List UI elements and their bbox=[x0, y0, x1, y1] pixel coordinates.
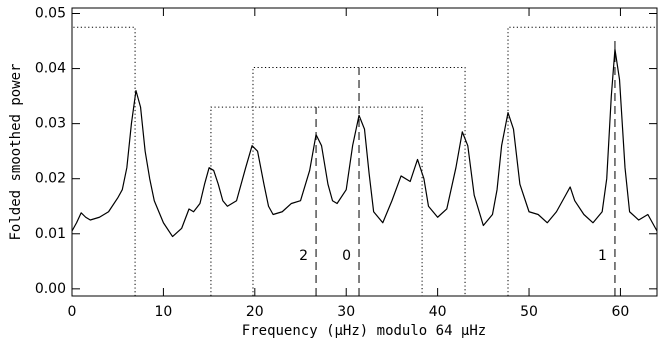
y-tick-label: 0.00 bbox=[35, 281, 66, 297]
marker-label: 2 bbox=[299, 248, 308, 264]
y-tick-label: 0.03 bbox=[35, 116, 66, 132]
x-tick-label: 10 bbox=[154, 304, 172, 320]
x-tick-label: 60 bbox=[612, 304, 630, 320]
x-tick-label: 50 bbox=[520, 304, 538, 320]
x-tick-label: 40 bbox=[429, 304, 447, 320]
y-tick-label: 0.02 bbox=[35, 171, 66, 187]
x-axis-label: Frequency (μHz) modulo 64 μHz bbox=[242, 323, 486, 339]
x-tick-label: 20 bbox=[246, 304, 264, 320]
y-axis-label: Folded smoothed power bbox=[8, 63, 24, 240]
y-tick-label: 0.01 bbox=[35, 226, 66, 242]
marker-label: 0 bbox=[342, 248, 351, 264]
y-tick-label: 0.05 bbox=[35, 6, 66, 22]
x-tick-label: 0 bbox=[68, 304, 77, 320]
line bbox=[71, 48, 658, 238]
dotted-box bbox=[71, 26, 136, 296]
x-tick-label: 30 bbox=[337, 304, 355, 320]
plot-frame bbox=[71, 7, 658, 297]
y-tick-label: 0.04 bbox=[35, 61, 66, 77]
marker-label: 1 bbox=[598, 248, 607, 264]
dotted-box bbox=[252, 66, 466, 296]
dotted-box bbox=[507, 26, 658, 296]
